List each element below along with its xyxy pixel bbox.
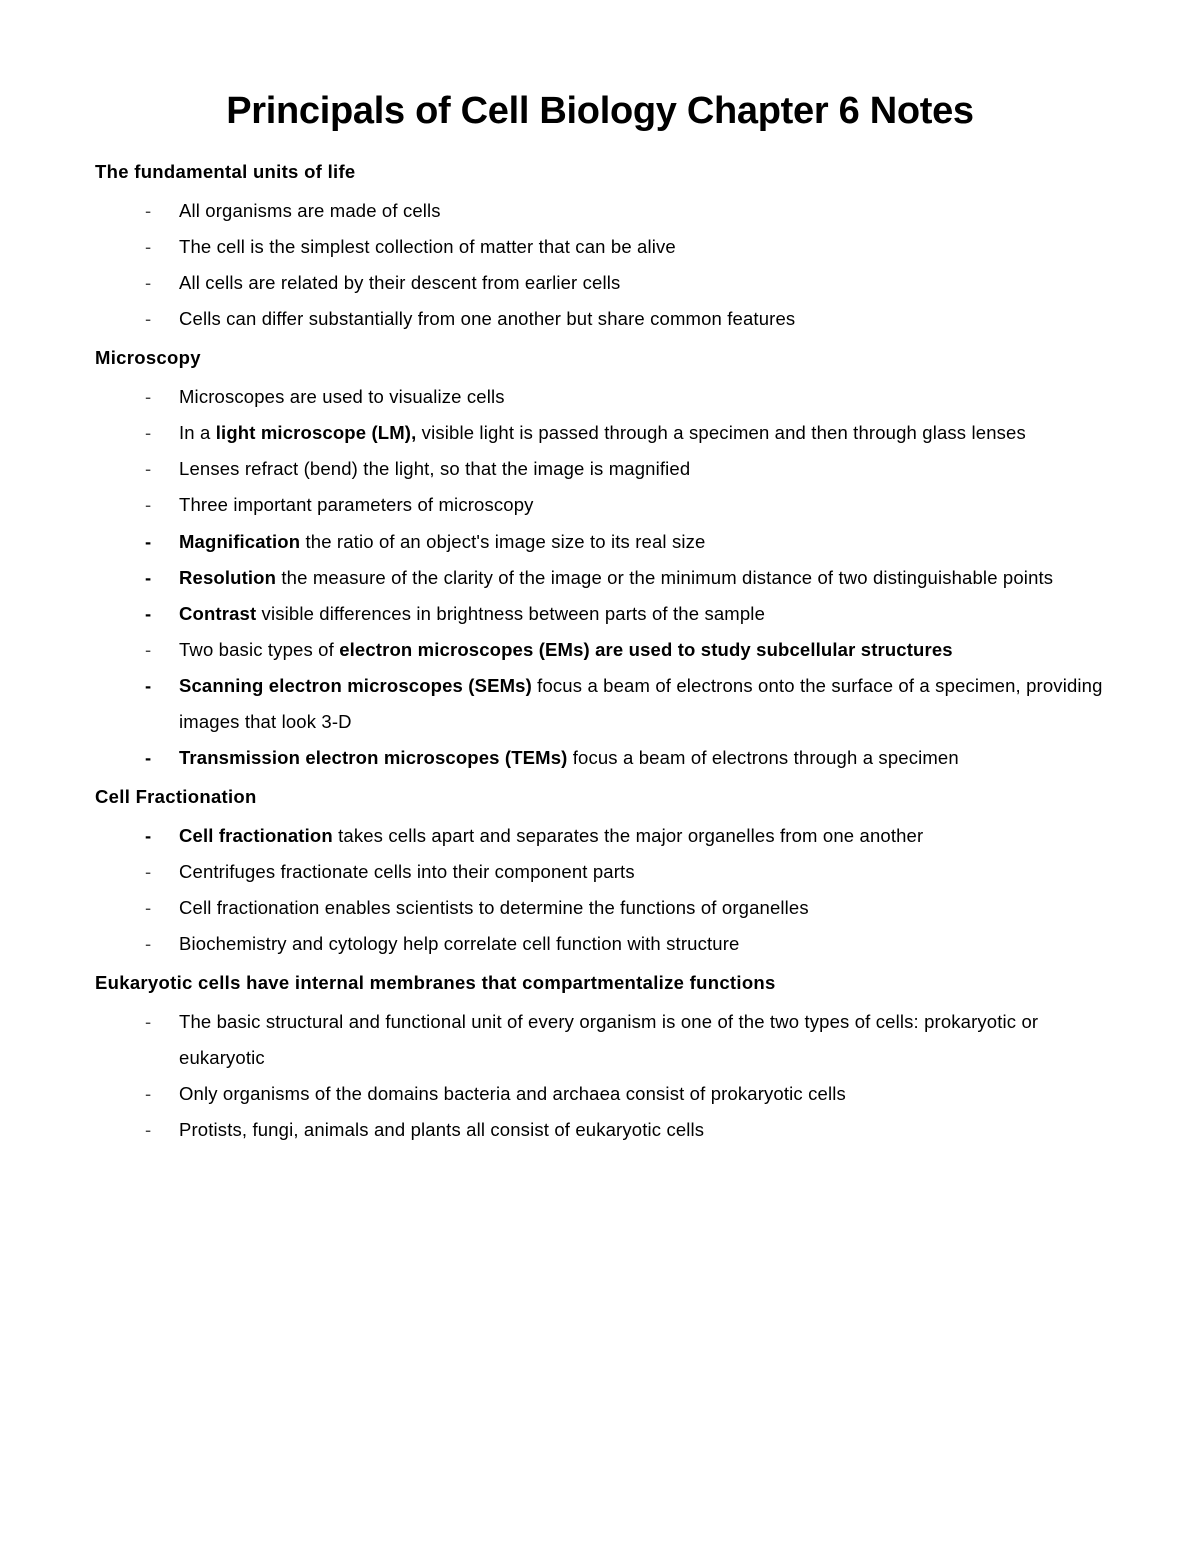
text-segment: Cell fractionation enables scientists to… [179, 897, 809, 918]
text-segment: Scanning electron microscopes (SEMs) [179, 675, 532, 696]
text-segment: visible light is passed through a specim… [416, 422, 1025, 443]
list-item: Two basic types of electron microscopes … [145, 632, 1105, 668]
list-item: All cells are related by their descent f… [145, 265, 1105, 301]
text-segment: The basic structural and functional unit… [179, 1011, 1038, 1068]
list-item: Only organisms of the domains bacteria a… [145, 1076, 1105, 1112]
list-item: In a light microscope (LM), visible ligh… [145, 415, 1105, 451]
section-heading: The fundamental units of life [95, 161, 1105, 183]
text-segment: Protists, fungi, animals and plants all … [179, 1119, 704, 1140]
section-list: The basic structural and functional unit… [95, 1004, 1105, 1148]
text-segment: Lenses refract (bend) the light, so that… [179, 458, 690, 479]
list-item: Cells can differ substantially from one … [145, 301, 1105, 337]
text-segment: Three important parameters of microscopy [179, 494, 534, 515]
list-item: Centrifuges fractionate cells into their… [145, 854, 1105, 890]
list-item: Biochemistry and cytology help correlate… [145, 926, 1105, 962]
list-item: Transmission electron microscopes (TEMs)… [145, 740, 1105, 776]
list-item: Lenses refract (bend) the light, so that… [145, 451, 1105, 487]
list-item: Cell fractionation enables scientists to… [145, 890, 1105, 926]
text-segment: takes cells apart and separates the majo… [333, 825, 924, 846]
text-segment: All cells are related by their descent f… [179, 272, 620, 293]
list-item: Three important parameters of microscopy [145, 487, 1105, 523]
text-segment: Transmission electron microscopes (TEMs) [179, 747, 567, 768]
text-segment: focus a beam of electrons through a spec… [567, 747, 958, 768]
text-segment: All organisms are made of cells [179, 200, 441, 221]
text-segment: Two basic types of [179, 639, 339, 660]
list-item: Resolution the measure of the clarity of… [145, 560, 1105, 596]
document-body: The fundamental units of life All organis… [95, 161, 1105, 1148]
section-list: Microscopes are used to visualize cells I… [95, 379, 1105, 776]
text-segment: Centrifuges fractionate cells into their… [179, 861, 635, 882]
list-item: Magnification the ratio of an object's i… [145, 524, 1105, 560]
list-item: Protists, fungi, animals and plants all … [145, 1112, 1105, 1148]
text-segment: Magnification [179, 531, 300, 552]
list-item: The basic structural and functional unit… [145, 1004, 1105, 1076]
text-segment: the measure of the clarity of the image … [276, 567, 1053, 588]
section-heading: Microscopy [95, 347, 1105, 369]
text-segment: visible differences in brightness betwee… [256, 603, 765, 624]
list-item: Contrast visible differences in brightne… [145, 596, 1105, 632]
section-heading: Eukaryotic cells have internal membranes… [95, 972, 1105, 994]
text-segment: Biochemistry and cytology help correlate… [179, 933, 739, 954]
text-segment: The cell is the simplest collection of m… [179, 236, 676, 257]
document-title: Principals of Cell Biology Chapter 6 Not… [95, 90, 1105, 133]
section-heading: Cell Fractionation [95, 786, 1105, 808]
text-segment: the ratio of an object's image size to i… [300, 531, 705, 552]
text-segment: Microscopes are used to visualize cells [179, 386, 505, 407]
text-segment: electron microscopes (EMs) are used to s… [339, 639, 953, 660]
list-item: All organisms are made of cells [145, 193, 1105, 229]
text-segment: Contrast [179, 603, 256, 624]
list-item: Microscopes are used to visualize cells [145, 379, 1105, 415]
text-segment: Resolution [179, 567, 276, 588]
text-segment: Only organisms of the domains bacteria a… [179, 1083, 846, 1104]
text-segment: In a [179, 422, 216, 443]
section-list: Cell fractionation takes cells apart and… [95, 818, 1105, 962]
text-segment: Cells can differ substantially from one … [179, 308, 795, 329]
text-segment: Cell fractionation [179, 825, 333, 846]
list-item: The cell is the simplest collection of m… [145, 229, 1105, 265]
section-list: All organisms are made of cells The cell … [95, 193, 1105, 337]
text-segment: light microscope (LM), [216, 422, 417, 443]
list-item: Cell fractionation takes cells apart and… [145, 818, 1105, 854]
list-item: Scanning electron microscopes (SEMs) foc… [145, 668, 1105, 740]
